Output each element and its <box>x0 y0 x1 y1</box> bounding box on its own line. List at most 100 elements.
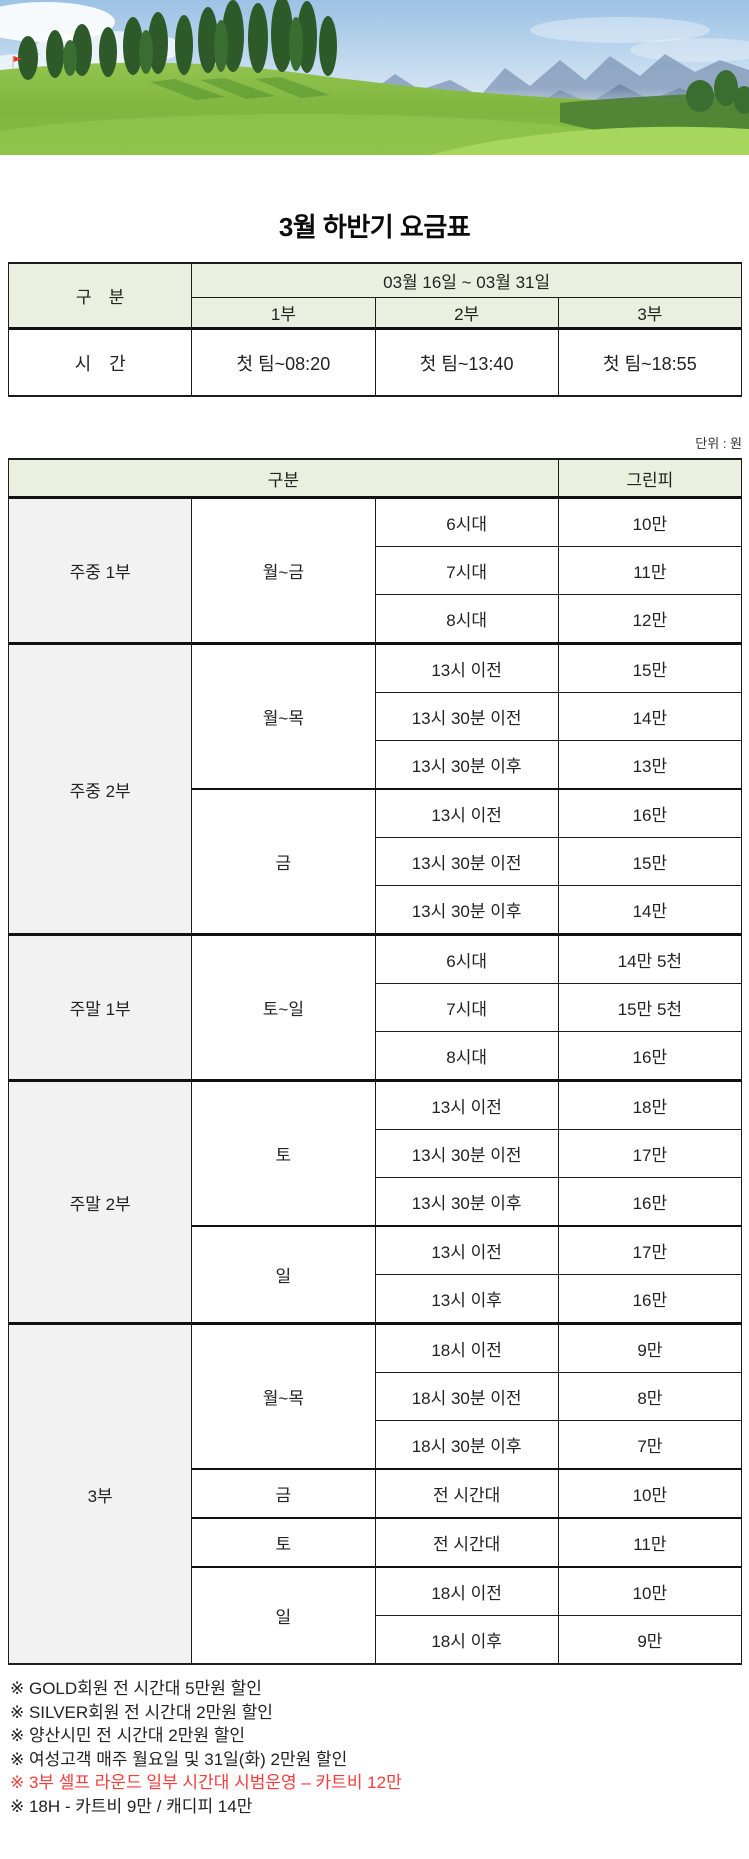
footnote-cart-caddie-fee: ※ 18H - 카트비 9만 / 캐디피 14만 <box>10 1796 253 1816</box>
price-row: 13시 30분 이후 13만 <box>9 740 743 790</box>
fee-cell: 11만 <box>557 546 743 595</box>
fee-cell: 15만 5천 <box>557 983 743 1032</box>
price-row: 18시 30분 이후 7만 <box>9 1420 743 1470</box>
fee-cell: 16만 <box>557 1177 743 1227</box>
time-slot-cell: 전 시간대 <box>374 1517 559 1568</box>
fee-cell: 17만 <box>557 1225 743 1275</box>
fee-cell: 15만 <box>557 837 743 886</box>
schedule-header-row: 구 분 03월 16일 ~ 03월 31일 <box>7 262 742 330</box>
price-row: 일 13시 이전 17만 <box>9 1225 743 1324</box>
price-row: 토 전 시간대 11만 <box>9 1517 743 1568</box>
category-header: 구분 <box>8 458 559 499</box>
schedule-times-row: 시 간 첫 팀~08:20 첫 팀~13:40 첫 팀~18:55 <box>7 328 743 397</box>
price-row: 13시 30분 이후 14만 <box>9 885 743 935</box>
footnote-silver-discount: ※ SILVER회원 전 시간대 2만원 할인 <box>10 1702 273 1722</box>
fee-cell: 14만 <box>557 885 743 935</box>
part-1-label: 1부 <box>191 297 376 330</box>
day-cell: 토~일 <box>191 933 376 1081</box>
time-slot-cell: 8시대 <box>374 1031 559 1081</box>
fee-cell: 14만 <box>557 692 743 741</box>
fee-cell: 10만 <box>557 496 743 547</box>
fee-cell: 16만 <box>557 1274 743 1324</box>
fee-cell: 9만 <box>557 1322 743 1373</box>
greenfee-header: 그린피 <box>557 458 743 499</box>
day-cell: 일 <box>191 1225 376 1324</box>
footnote-ladies-discount: ※ 여성고객 매주 월요일 및 31일(화) 2만원 할인 <box>10 1749 348 1769</box>
day-cell: 일 <box>191 1566 376 1665</box>
tree-line <box>18 0 749 114</box>
group-cell: 주말 2부 <box>7 1079 193 1324</box>
page-title: 3월 하반기 요금표 <box>278 212 471 242</box>
time-slot-cell: 13시 이전 <box>374 788 559 838</box>
time-slot-cell: 13시 이전 <box>374 1225 559 1275</box>
fee-cell: 7만 <box>557 1420 743 1470</box>
time-slot-cell: 전 시간대 <box>374 1468 559 1519</box>
time-slot-cell: 8시대 <box>374 594 559 644</box>
time-slot-cell: 13시 이전 <box>374 642 559 693</box>
day-cell: 금 <box>191 788 376 935</box>
price-row: 18시 이후 9만 <box>9 1615 743 1665</box>
fee-cell: 15만 <box>557 642 743 693</box>
price-row: 8시대 16만 <box>9 1031 743 1081</box>
time-slot-cell: 6시대 <box>374 933 559 984</box>
price-row: 13시 30분 이후 16만 <box>9 1177 743 1227</box>
tree-shadows <box>150 77 330 100</box>
time-slot-cell: 13시 30분 이후 <box>374 740 559 790</box>
time-slot-cell: 13시 30분 이후 <box>374 1177 559 1227</box>
time-slot-cell: 18시 30분 이전 <box>374 1372 559 1421</box>
price-row: 금 전 시간대 10만 <box>9 1468 743 1519</box>
group-cell: 주말 1부 <box>7 933 193 1081</box>
day-cell: 토 <box>191 1517 376 1568</box>
footnote-gold-discount: ※ GOLD회원 전 시간대 5만원 할인 <box>10 1679 262 1698</box>
part-1-time: 첫 팀~08:20 <box>191 328 376 397</box>
footnote-self-round-notice: ※ 3부 셀프 라운드 일부 시간대 시범운영 – 카트비 12만 <box>10 1773 402 1792</box>
schedule-corner-label: 구 분 <box>7 262 193 330</box>
fee-cell: 16만 <box>557 788 743 838</box>
time-slot-cell: 13시 30분 이전 <box>374 837 559 886</box>
part-3-label: 3부 <box>557 297 743 330</box>
fairway <box>0 62 749 155</box>
time-slot-cell: 18시 30분 이후 <box>374 1420 559 1470</box>
time-slot-cell: 18시 이전 <box>374 1322 559 1373</box>
time-slot-cell: 7시대 <box>374 546 559 595</box>
day-cell: 토 <box>191 1079 376 1227</box>
fee-cell: 13만 <box>557 740 743 790</box>
fee-cell: 14만 5천 <box>557 933 743 984</box>
time-slot-cell: 18시 이전 <box>374 1566 559 1616</box>
footnote-citizen-discount: ※ 양산시민 전 시간대 2만원 할인 <box>10 1726 245 1745</box>
time-slot-cell: 13시 30분 이후 <box>374 885 559 935</box>
price-row: 주중 2부 월~목 13시 이전 15만 <box>7 642 743 935</box>
fee-cell: 9만 <box>557 1615 743 1665</box>
price-header-row: 구분 그린피 <box>8 458 743 499</box>
day-cell: 월~목 <box>191 1322 376 1470</box>
price-row: 7시대 11만 <box>9 546 743 595</box>
flag <box>12 56 22 69</box>
part-3-time: 첫 팀~18:55 <box>557 328 743 397</box>
day-cell: 월~금 <box>191 496 376 644</box>
schedule-table: 구 분 03월 16일 ~ 03월 31일 1부 2부 3부 시 간 첫 팀~0… <box>7 262 743 397</box>
fee-cell: 10만 <box>557 1566 743 1616</box>
unit-note: 단위 : 원 <box>695 436 742 451</box>
price-row: 7시대 15만 5천 <box>9 983 743 1032</box>
price-table: 구분 그린피 주중 1부 월~금 6시대 10만 7시대 11만 8시대 12만… <box>7 458 743 1665</box>
day-cell: 금 <box>191 1468 376 1519</box>
price-row: 13시 30분 이전 14만 <box>9 692 743 741</box>
day-cell: 월~목 <box>191 642 376 790</box>
fee-cell: 17만 <box>557 1129 743 1178</box>
part-2-label: 2부 <box>374 297 559 330</box>
footnotes: ※ GOLD회원 전 시간대 5만원 할인 ※ SILVER회원 전 시간대 2… <box>10 1677 749 1818</box>
time-slot-cell: 13시 30분 이전 <box>374 1129 559 1178</box>
time-slot-cell: 13시 30분 이전 <box>374 692 559 741</box>
price-row: 8시대 12만 <box>9 594 743 644</box>
time-slot-cell: 13시 이전 <box>374 1079 559 1130</box>
group-cell: 주중 1부 <box>7 496 193 644</box>
price-row: 18시 30분 이전 8만 <box>9 1372 743 1421</box>
time-slot-cell: 13시 이후 <box>374 1274 559 1324</box>
group-cell: 3부 <box>7 1322 193 1665</box>
fee-cell: 10만 <box>557 1468 743 1519</box>
time-slot-cell: 18시 이후 <box>374 1615 559 1665</box>
date-range-label: 03월 16일 ~ 03월 31일 <box>191 262 742 298</box>
price-row: 13시 30분 이전 17만 <box>9 1129 743 1178</box>
fee-cell: 16만 <box>557 1031 743 1081</box>
price-row: 13시 30분 이전 15만 <box>9 837 743 886</box>
